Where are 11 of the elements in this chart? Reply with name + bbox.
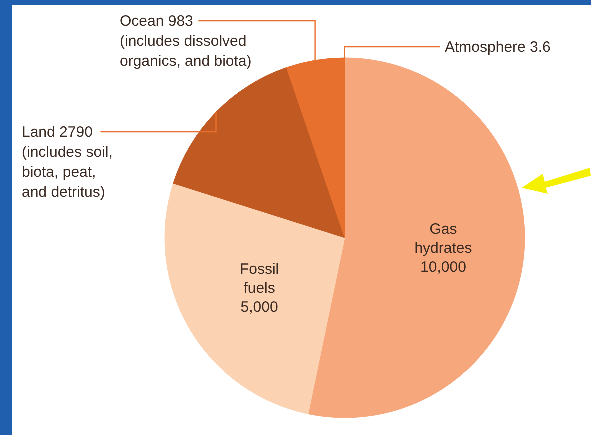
slice-label: Land 2790 — [22, 124, 93, 141]
pie-slice — [308, 58, 526, 418]
text: (includes dissolved organics, and biota) — [120, 33, 252, 70]
data-label: 5,000 — [240, 299, 278, 316]
data-label: 10,000 — [420, 259, 466, 276]
slice-label: Ocean 983 — [120, 13, 194, 30]
pie-slice — [164, 183, 346, 414]
slice-label: Atmosphere 3.6 — [445, 39, 551, 56]
text: (includes soil, biota, peat, and detritus) — [22, 144, 113, 201]
slice-label: Gas hydrates — [414, 221, 472, 258]
slice-label: Fossil fuels — [240, 261, 280, 298]
